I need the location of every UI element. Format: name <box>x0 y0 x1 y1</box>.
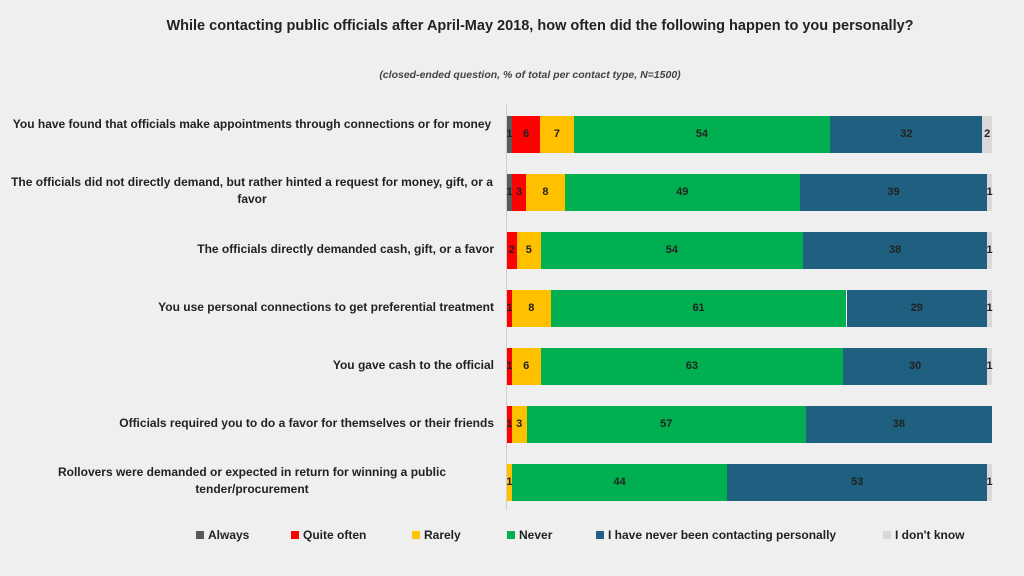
bar-segment-i-have-never-been-contacting-personally <box>846 289 988 327</box>
data-label: 1 <box>506 128 513 140</box>
bar-segment-rarely <box>511 347 541 385</box>
bar-segment-never <box>573 115 831 153</box>
bar-segment-always <box>507 173 512 211</box>
legend-label: I don't know <box>895 528 965 542</box>
legend-item: I don't know <box>883 528 965 542</box>
bar-segment-i-don-t-know <box>982 115 992 153</box>
data-label: 1 <box>986 302 993 314</box>
data-label: 1 <box>506 418 513 430</box>
data-label: 1 <box>986 476 993 488</box>
data-label: 1 <box>986 186 993 198</box>
legend-label: Always <box>208 528 250 542</box>
legend-item: Always <box>196 528 249 542</box>
data-label: 1 <box>986 244 993 256</box>
legend-item: Never <box>507 528 552 542</box>
row-label: You gave cash to the official <box>332 357 494 372</box>
data-label: 30 <box>909 360 922 372</box>
data-label: 1 <box>506 302 513 314</box>
bar-segment-quite-often <box>511 115 541 153</box>
data-label: 38 <box>888 244 902 256</box>
data-label: 53 <box>851 476 864 488</box>
legend-swatch <box>291 531 299 539</box>
bar-segment-i-don-t-know <box>987 173 992 211</box>
row-label: Officials required you to do a favor for… <box>119 415 494 430</box>
data-label: 54 <box>695 128 709 140</box>
data-label: 61 <box>692 302 705 314</box>
data-label: 32 <box>900 128 913 140</box>
bar-segment-i-don-t-know <box>987 289 992 327</box>
data-label: 6 <box>522 128 530 140</box>
bar-segment-always <box>507 115 512 153</box>
bar-segment-i-have-never-been-contacting-personally <box>805 405 992 443</box>
bar-segment-rarely <box>526 173 565 211</box>
bar-segment-rarely <box>511 405 527 443</box>
bar-segment-quite-often <box>511 173 527 211</box>
bar-segment-never <box>540 231 803 269</box>
bar-segment-i-have-never-been-contacting-personally <box>727 463 988 501</box>
bar-segment-never <box>550 289 847 327</box>
row-label: Rollovers were demanded or expected in r… <box>57 465 447 496</box>
legend-label: Quite often <box>303 528 367 542</box>
legend-label: Never <box>519 528 553 542</box>
data-label: 8 <box>542 186 549 198</box>
data-label: 1 <box>506 476 513 488</box>
bar-segment-rarely <box>516 231 541 269</box>
bar-segment-i-have-never-been-contacting-personally <box>843 347 988 385</box>
legend-label: I have never been contacting personally <box>608 528 837 542</box>
bar-segment-i-have-never-been-contacting-personally <box>799 173 988 211</box>
data-label: 8 <box>528 302 535 314</box>
data-label: 54 <box>665 244 679 256</box>
chart-legend: Always Quite often Rarely Never I have never… <box>0 528 1024 544</box>
bar-segment-never <box>564 173 800 211</box>
data-label: 3 <box>515 186 523 198</box>
data-label: 38 <box>892 418 906 430</box>
legend-swatch <box>507 531 515 539</box>
category-axis-line <box>506 104 507 510</box>
data-label: 5 <box>525 244 532 256</box>
data-label: 1 <box>986 360 993 372</box>
legend-swatch <box>596 531 604 539</box>
data-label: 39 <box>887 186 900 198</box>
legend-swatch <box>412 531 420 539</box>
chart-title: While contacting public officials after … <box>166 18 914 34</box>
data-label: 29 <box>910 302 923 314</box>
data-label: 1 <box>506 186 513 198</box>
bar-segment-rarely <box>507 463 512 501</box>
chart-subtitle: (closed-ended question, % of total per c… <box>379 69 681 81</box>
bar-segment-never <box>526 405 806 443</box>
data-label: 63 <box>685 360 698 372</box>
row-label: The officials directly demanded cash, gi… <box>197 241 494 256</box>
bar-segment-rarely <box>540 115 574 153</box>
bar-segment-never <box>540 347 844 385</box>
data-label: 49 <box>676 186 689 198</box>
bar-segment-never <box>511 463 728 501</box>
legend-item: I have never been contacting personally <box>596 528 836 542</box>
legend-swatch <box>883 531 891 539</box>
legend-label: Rarely <box>424 528 461 542</box>
bar-segment-rarely <box>511 289 551 327</box>
bar-segment-quite-often <box>507 231 517 269</box>
row-label: You have found that officials make appoi… <box>12 117 492 131</box>
legend-item: Quite often <box>291 528 366 542</box>
bar-segment-i-have-never-been-contacting-personally <box>802 231 988 269</box>
bar-segment-i-don-t-know <box>987 231 992 269</box>
legend-swatch <box>196 531 204 539</box>
row-label: You use personal connections to get pref… <box>158 299 494 314</box>
data-label: 7 <box>553 128 560 140</box>
legend-item: Rarely <box>412 528 461 542</box>
data-label: 44 <box>613 476 626 488</box>
bar-segment-quite-often <box>507 289 512 327</box>
data-label: 2 <box>508 244 515 256</box>
data-label: 1 <box>506 360 513 372</box>
bar-segment-i-have-never-been-contacting-personally <box>830 115 983 153</box>
row-label: The officials did not directly demand, b… <box>11 175 493 206</box>
bar-segment-quite-often <box>507 347 512 385</box>
data-label: 3 <box>516 418 523 430</box>
bar-segment-i-don-t-know <box>987 463 992 501</box>
data-label: 2 <box>984 128 991 140</box>
bar-segment-quite-often <box>507 405 512 443</box>
data-label: 6 <box>523 360 530 372</box>
data-label: 57 <box>660 418 673 430</box>
bar-segment-i-don-t-know <box>987 347 992 385</box>
